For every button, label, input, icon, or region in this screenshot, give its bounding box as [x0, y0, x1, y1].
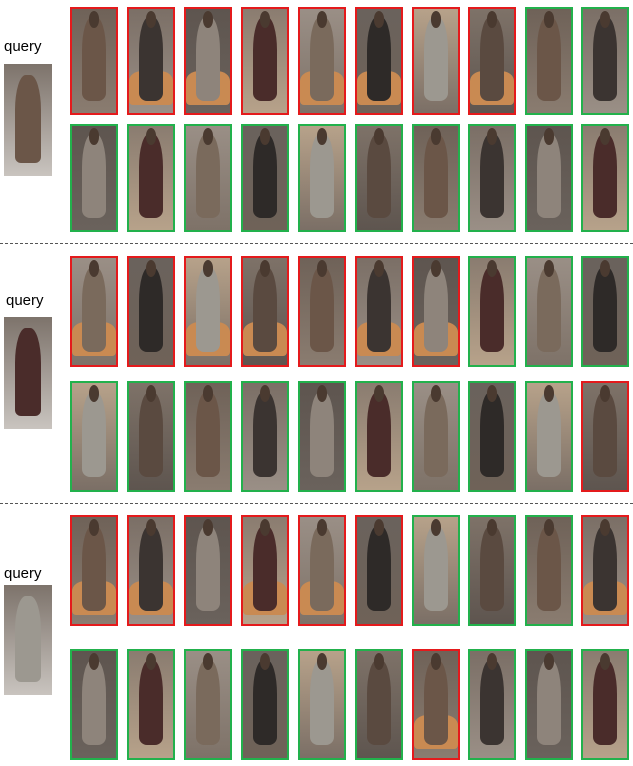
result-tile-correct — [70, 124, 118, 232]
result-tile-correct — [412, 381, 460, 492]
result-tile-correct — [412, 515, 460, 626]
result-tile-incorrect — [70, 7, 118, 115]
result-tile-incorrect — [70, 256, 118, 367]
group-divider — [0, 243, 633, 244]
query-label: query — [4, 565, 42, 582]
result-tile-correct — [127, 124, 175, 232]
result-tile-correct — [355, 124, 403, 232]
result-tile-incorrect — [184, 515, 232, 626]
result-tile-correct — [468, 649, 516, 760]
result-tile-correct — [127, 381, 175, 492]
result-tile-incorrect — [355, 256, 403, 367]
result-tile-correct — [525, 256, 573, 367]
result-tile-correct — [184, 381, 232, 492]
result-tile-incorrect — [581, 381, 629, 492]
result-tile-correct — [298, 649, 346, 760]
result-tile-incorrect — [184, 256, 232, 367]
result-tile-incorrect — [298, 256, 346, 367]
result-tile-correct — [355, 381, 403, 492]
result-tile-correct — [241, 381, 289, 492]
query-image — [4, 585, 52, 695]
result-tile-incorrect — [412, 7, 460, 115]
result-tile-correct — [468, 124, 516, 232]
result-tile-incorrect — [412, 256, 460, 367]
result-tile-correct — [412, 124, 460, 232]
result-tile-correct — [70, 649, 118, 760]
result-tile-incorrect — [184, 7, 232, 115]
query-label: query — [4, 38, 42, 55]
result-tile-correct — [241, 124, 289, 232]
result-tile-correct — [525, 381, 573, 492]
result-tile-correct — [468, 515, 516, 626]
result-tile-incorrect — [355, 515, 403, 626]
result-tile-correct — [298, 124, 346, 232]
query-image — [4, 64, 52, 176]
result-tile-incorrect — [298, 7, 346, 115]
result-tile-correct — [581, 649, 629, 760]
result-tile-correct — [525, 7, 573, 115]
result-tile-incorrect — [581, 515, 629, 626]
group-divider — [0, 503, 633, 504]
result-tile-correct — [70, 381, 118, 492]
result-tile-correct — [468, 381, 516, 492]
result-tile-correct — [525, 649, 573, 760]
result-tile-incorrect — [127, 515, 175, 626]
result-tile-correct — [525, 124, 573, 232]
query-label: query — [6, 292, 44, 309]
result-tile-correct — [581, 256, 629, 367]
result-tile-incorrect — [70, 515, 118, 626]
result-tile-correct — [581, 7, 629, 115]
result-tile-correct — [355, 649, 403, 760]
result-tile-incorrect — [127, 7, 175, 115]
result-tile-incorrect — [298, 515, 346, 626]
result-tile-incorrect — [412, 649, 460, 760]
result-tile-incorrect — [241, 7, 289, 115]
result-tile-incorrect — [241, 515, 289, 626]
result-tile-correct — [525, 515, 573, 626]
result-tile-correct — [298, 381, 346, 492]
result-tile-correct — [468, 256, 516, 367]
result-tile-correct — [581, 124, 629, 232]
result-tile-incorrect — [127, 256, 175, 367]
result-tile-correct — [241, 649, 289, 760]
query-image — [4, 317, 52, 429]
result-tile-incorrect — [241, 256, 289, 367]
result-tile-incorrect — [355, 7, 403, 115]
result-tile-correct — [127, 649, 175, 760]
result-tile-correct — [184, 124, 232, 232]
result-tile-correct — [184, 649, 232, 760]
result-tile-incorrect — [468, 7, 516, 115]
